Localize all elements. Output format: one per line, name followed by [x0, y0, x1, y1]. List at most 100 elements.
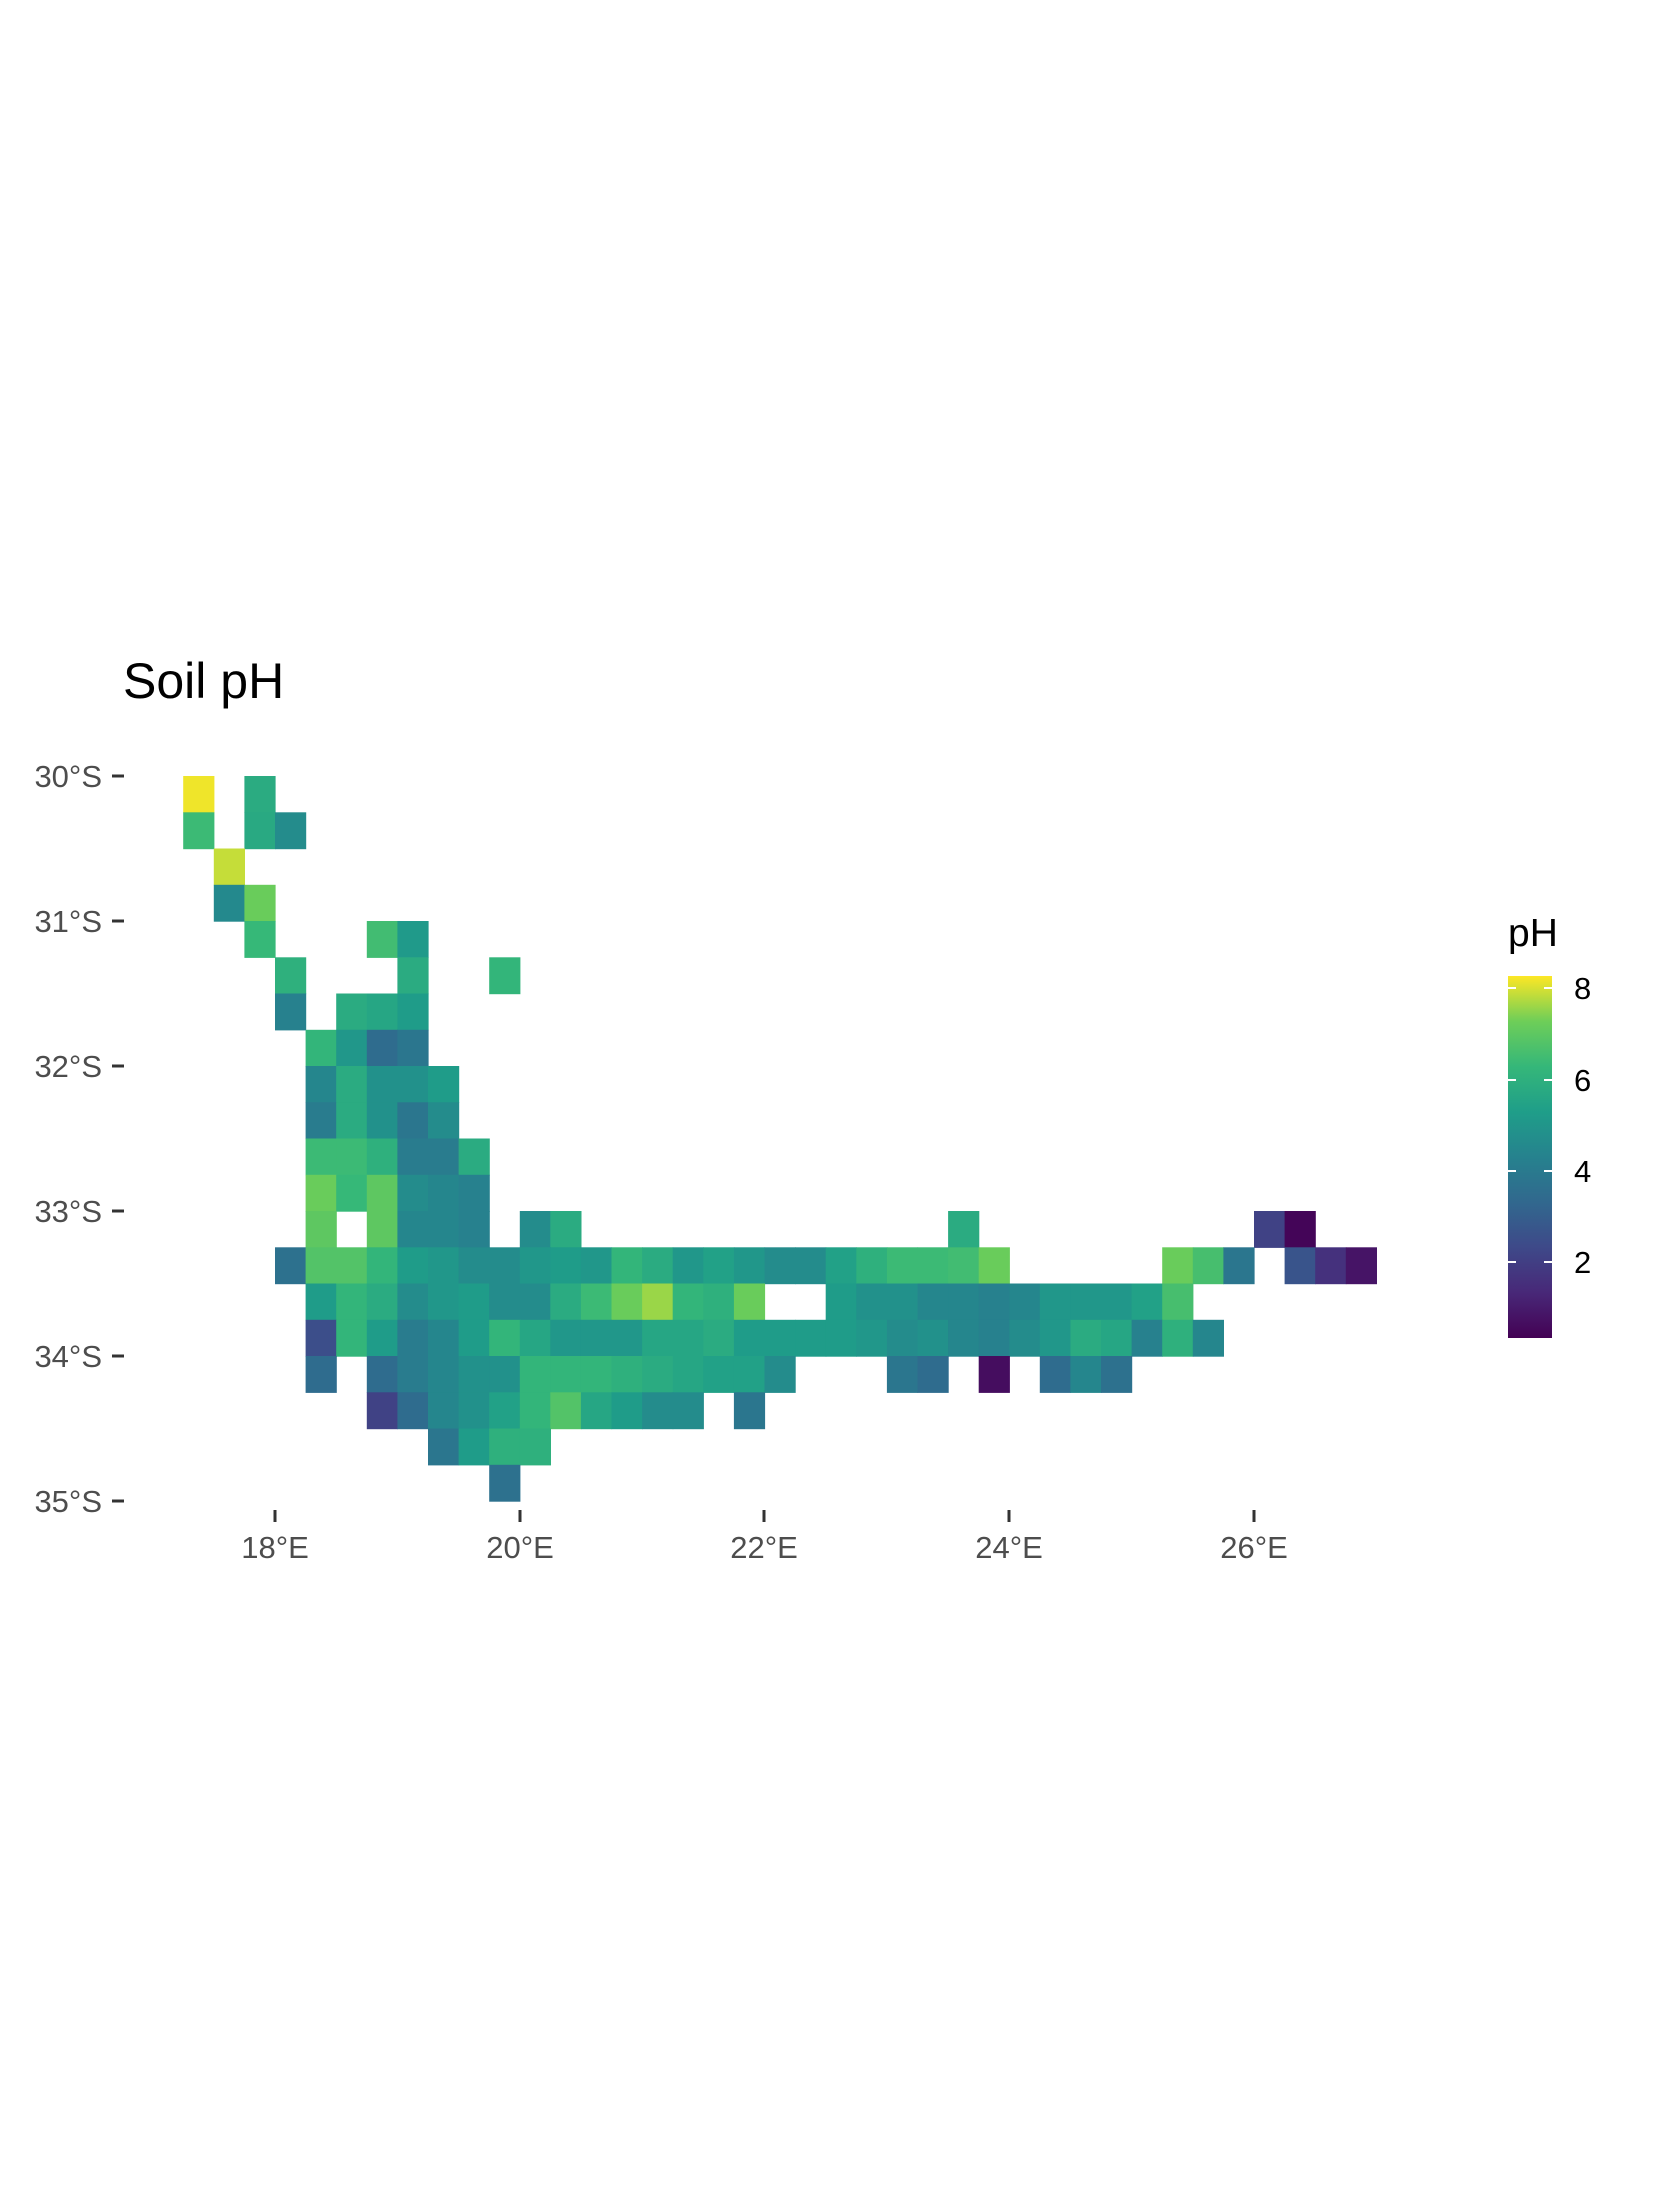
ph-cell	[428, 1138, 460, 1176]
ph-cell	[336, 1029, 368, 1067]
ph-cell	[305, 1102, 337, 1140]
ph-cell	[1192, 1247, 1224, 1285]
ph-cell	[1101, 1356, 1133, 1393]
ph-cell	[305, 1283, 337, 1321]
ph-cell	[428, 1211, 460, 1248]
ph-cell	[336, 1102, 368, 1140]
ph-cell	[733, 1356, 766, 1393]
ph-cell	[611, 1247, 643, 1285]
ph-cell	[1131, 1319, 1163, 1357]
ph-cell	[519, 1283, 551, 1321]
ph-cell	[397, 1211, 429, 1248]
ph-cell	[764, 1319, 796, 1357]
ph-cell	[489, 1356, 521, 1393]
ph-cell	[550, 1319, 582, 1357]
ph-cell	[519, 1247, 551, 1285]
ph-cell	[1162, 1247, 1194, 1285]
ph-cell	[1039, 1356, 1071, 1393]
ph-cell	[1192, 1319, 1224, 1357]
ph-cell	[611, 1356, 643, 1393]
ph-cell	[978, 1247, 1010, 1285]
ph-cell	[397, 921, 429, 958]
y-axis: 30°S 31°S 32°S 33°S 34°S 35°S	[34, 759, 124, 1519]
y-tick-label: 31°S	[34, 904, 102, 939]
ph-cell	[580, 1247, 613, 1285]
ph-cell	[489, 957, 521, 995]
ph-cell	[703, 1319, 735, 1357]
ph-cell	[550, 1247, 582, 1285]
ph-cell	[733, 1283, 766, 1321]
ph-cell	[550, 1283, 582, 1321]
ph-cell	[948, 1247, 980, 1285]
ph-cell	[213, 884, 245, 922]
ph-cell	[397, 1392, 429, 1430]
ph-cell	[489, 1247, 521, 1285]
ph-cell	[733, 1392, 766, 1430]
ph-cell	[519, 1392, 551, 1430]
ph-cell	[519, 1211, 551, 1248]
ph-cell	[733, 1247, 766, 1285]
ph-cell	[366, 1029, 398, 1067]
ph-cell	[366, 1356, 398, 1393]
ph-cell	[519, 1428, 551, 1466]
ph-cell	[458, 1211, 490, 1248]
ph-cell	[397, 1029, 429, 1067]
ph-cell	[1039, 1319, 1071, 1357]
ph-cell	[672, 1319, 704, 1357]
ph-cell	[275, 993, 307, 1031]
ph-cell	[244, 921, 276, 958]
x-tick-label: 24°E	[975, 1530, 1043, 1565]
ph-cell	[764, 1247, 796, 1285]
ph-cell	[366, 1319, 398, 1357]
ph-cell	[336, 993, 368, 1031]
ph-cell	[428, 1428, 460, 1466]
ph-raster-cells	[183, 776, 1377, 1502]
ph-cell	[611, 1392, 643, 1430]
ph-cell	[886, 1356, 919, 1393]
ph-cell	[580, 1283, 613, 1321]
ph-cell	[244, 884, 276, 922]
ph-cell	[305, 1211, 337, 1248]
ph-cell	[366, 1392, 398, 1430]
ph-cell	[397, 993, 429, 1031]
ph-cell	[948, 1211, 980, 1248]
ph-cell	[1101, 1319, 1133, 1357]
ph-cell	[1070, 1356, 1102, 1393]
ph-cell	[764, 1356, 796, 1393]
ph-cell	[978, 1319, 1010, 1357]
ph-cell	[428, 1392, 460, 1430]
ph-cell	[550, 1356, 582, 1393]
legend-tick-label: 4	[1574, 1154, 1591, 1189]
ph-cell	[1039, 1283, 1071, 1321]
legend-title: pH	[1508, 912, 1558, 955]
ph-cell	[1284, 1211, 1316, 1248]
ph-cell	[733, 1319, 766, 1357]
ph-cell	[397, 1319, 429, 1357]
ph-cell	[458, 1428, 490, 1466]
ph-cell	[917, 1247, 949, 1285]
ph-cell	[611, 1283, 643, 1321]
ph-cell	[519, 1319, 551, 1357]
ph-cell	[1345, 1247, 1377, 1285]
ph-cell	[1070, 1283, 1102, 1321]
legend-tick-label: 6	[1574, 1063, 1591, 1098]
ph-cell	[489, 1319, 521, 1357]
legend-tick-label: 2	[1574, 1245, 1591, 1280]
ph-cell	[366, 1247, 398, 1285]
ph-cell	[428, 1247, 460, 1285]
y-tick-label: 34°S	[34, 1339, 102, 1374]
ph-cell	[825, 1247, 857, 1285]
ph-cell	[550, 1392, 582, 1430]
ph-cell	[1284, 1247, 1316, 1285]
ph-cell	[305, 1319, 337, 1357]
ph-cell	[458, 1319, 490, 1357]
ph-cell	[825, 1283, 857, 1321]
color-legend: pH 8 6 4 2	[1508, 912, 1591, 1338]
ph-cell	[672, 1247, 704, 1285]
ph-cell	[397, 1138, 429, 1176]
ph-cell	[611, 1319, 643, 1357]
ph-cell	[305, 1247, 337, 1285]
ph-cell	[1315, 1247, 1347, 1285]
ph-cell	[1131, 1283, 1163, 1321]
ph-cell	[1070, 1319, 1102, 1357]
